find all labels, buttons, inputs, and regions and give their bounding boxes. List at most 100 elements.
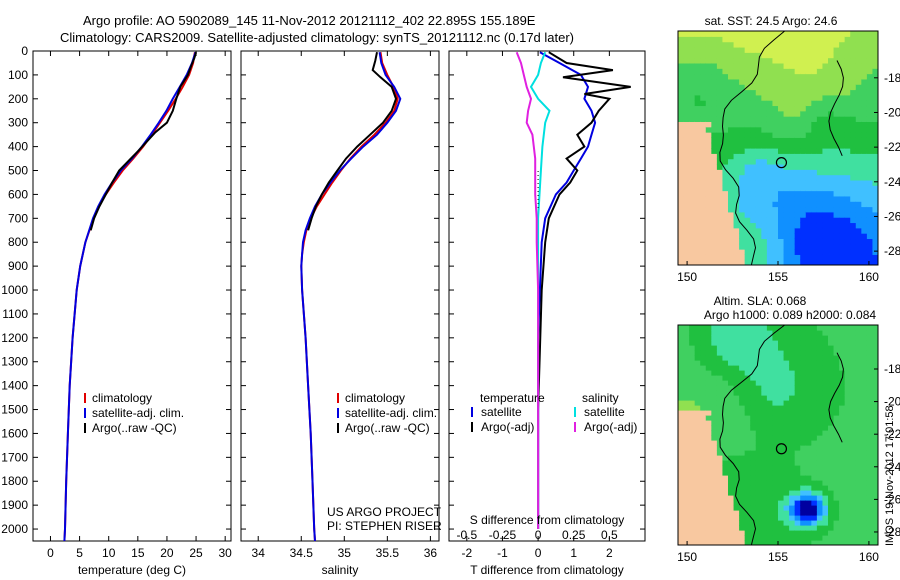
map-cell bbox=[783, 425, 790, 431]
map-xtick-label: 160 bbox=[859, 550, 879, 564]
map-cell bbox=[800, 89, 807, 96]
map-cell bbox=[822, 330, 829, 336]
map-cell bbox=[789, 121, 796, 128]
map-cell bbox=[716, 206, 724, 213]
map-cell bbox=[789, 73, 796, 80]
map-cell bbox=[728, 249, 735, 255]
map-cell bbox=[755, 110, 762, 117]
map-cell bbox=[733, 470, 740, 476]
map-cell bbox=[800, 460, 807, 466]
map-cell bbox=[839, 380, 846, 386]
map-cell bbox=[716, 455, 724, 461]
map-cell bbox=[839, 350, 846, 356]
map-cell bbox=[683, 148, 690, 154]
map-cell bbox=[800, 84, 807, 91]
map-cell bbox=[822, 425, 829, 431]
map-cell bbox=[744, 490, 751, 496]
map-cell bbox=[778, 510, 785, 516]
map-cell bbox=[728, 405, 735, 411]
map-cell bbox=[678, 46, 685, 53]
map-cell bbox=[800, 385, 807, 391]
project-label-line2: PI: STEPHEN RISER bbox=[327, 519, 442, 533]
map-cell bbox=[733, 400, 740, 406]
map-cell bbox=[716, 515, 724, 521]
map-cell bbox=[861, 190, 868, 197]
map-cell bbox=[872, 132, 878, 138]
map-cell bbox=[739, 185, 746, 192]
map-cell bbox=[789, 243, 796, 250]
map-cell bbox=[778, 259, 785, 265]
map-cell bbox=[872, 435, 878, 441]
sst_map-field bbox=[678, 31, 878, 265]
map-cell bbox=[778, 94, 785, 101]
map-cell bbox=[705, 89, 712, 96]
map-cell bbox=[828, 233, 835, 240]
map-cell bbox=[700, 211, 707, 218]
map-cell bbox=[678, 515, 685, 521]
map-cell bbox=[783, 480, 790, 486]
map-cell bbox=[772, 345, 779, 351]
map-cell bbox=[778, 385, 785, 391]
map-cell bbox=[811, 445, 818, 451]
map-cell bbox=[805, 62, 812, 69]
map-cell bbox=[761, 132, 768, 138]
map-cell bbox=[855, 440, 862, 446]
map-ytick-label: -28 bbox=[884, 244, 900, 258]
map-cell bbox=[728, 400, 735, 406]
map-cell bbox=[761, 62, 768, 69]
map-cell bbox=[750, 243, 757, 250]
map-cell bbox=[778, 395, 785, 401]
map-cell bbox=[700, 169, 707, 176]
map-cell bbox=[739, 425, 746, 431]
map-cell bbox=[711, 490, 718, 496]
map-cell bbox=[866, 105, 874, 112]
map-cell bbox=[861, 505, 868, 511]
map-cell bbox=[689, 89, 696, 96]
map-cell bbox=[828, 355, 835, 361]
depth-tick-label: 100 bbox=[8, 68, 28, 82]
map-cell bbox=[705, 445, 712, 451]
map-cell bbox=[789, 179, 796, 186]
map-cell bbox=[739, 195, 746, 202]
map-cell bbox=[739, 259, 746, 265]
map-cell bbox=[855, 126, 862, 133]
map-cell bbox=[811, 330, 818, 336]
map-cell bbox=[794, 340, 801, 346]
map-cell bbox=[705, 345, 712, 351]
map-cell bbox=[750, 475, 757, 481]
map-cell bbox=[783, 169, 790, 176]
map-cell bbox=[750, 530, 757, 536]
map-cell bbox=[761, 325, 768, 331]
map-cell bbox=[711, 52, 718, 59]
map-cell bbox=[750, 142, 757, 149]
map-cell bbox=[700, 94, 707, 101]
map-cell bbox=[855, 495, 862, 501]
map-cell bbox=[755, 190, 762, 197]
map-cell bbox=[794, 390, 801, 396]
map-cell bbox=[789, 530, 796, 536]
map-cell bbox=[794, 505, 801, 511]
map-cell bbox=[689, 227, 696, 234]
map-cell bbox=[839, 100, 846, 107]
map-cell bbox=[855, 233, 862, 240]
argo-position-marker bbox=[775, 443, 788, 455]
map-cell bbox=[844, 510, 851, 516]
temperature-series-argo-raw-qc- bbox=[89, 51, 198, 231]
map-cell bbox=[761, 243, 768, 250]
map-cell bbox=[755, 375, 762, 381]
map-cell bbox=[778, 375, 785, 381]
map-cell bbox=[689, 94, 696, 101]
map-cell bbox=[839, 222, 846, 229]
map-cell bbox=[761, 169, 768, 176]
map-xtick-label: 150 bbox=[677, 550, 697, 564]
map-cell bbox=[728, 94, 735, 101]
map-cell bbox=[772, 126, 779, 133]
map-cell bbox=[828, 340, 835, 346]
map-cell bbox=[839, 142, 846, 149]
map-cell bbox=[822, 153, 829, 160]
map-cell bbox=[716, 105, 724, 112]
map-cell bbox=[850, 435, 857, 441]
map-cell bbox=[694, 425, 701, 431]
map-cell bbox=[694, 36, 701, 43]
